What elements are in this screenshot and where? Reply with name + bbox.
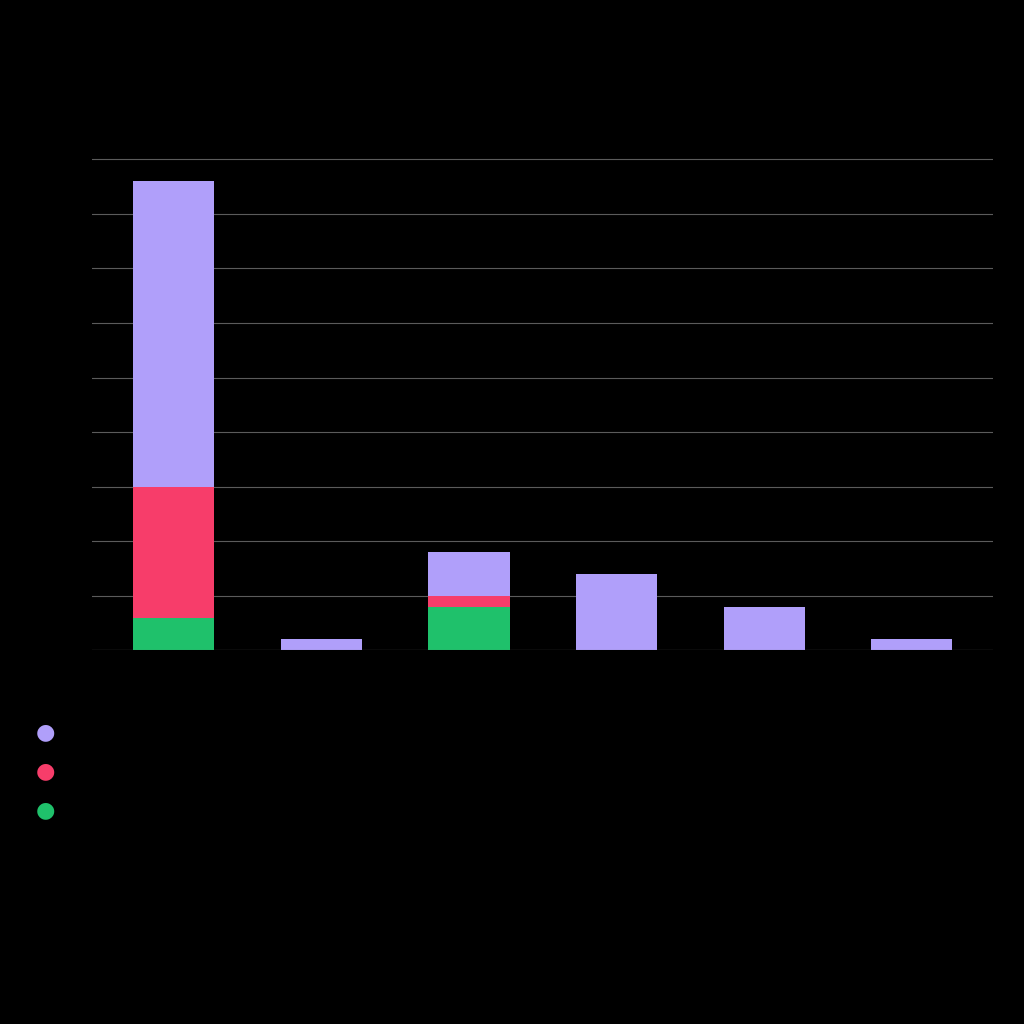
Text: ●: ● bbox=[36, 800, 55, 820]
Bar bbox=[133, 617, 214, 650]
Bar bbox=[724, 606, 805, 650]
Bar bbox=[281, 639, 361, 650]
Bar bbox=[428, 552, 510, 596]
Bar bbox=[133, 486, 214, 617]
Text: ●: ● bbox=[36, 761, 55, 781]
Bar bbox=[133, 181, 214, 486]
Bar bbox=[428, 606, 510, 650]
Text: ●: ● bbox=[36, 722, 55, 742]
Bar bbox=[871, 639, 952, 650]
Bar bbox=[575, 573, 657, 650]
Bar bbox=[428, 596, 510, 606]
